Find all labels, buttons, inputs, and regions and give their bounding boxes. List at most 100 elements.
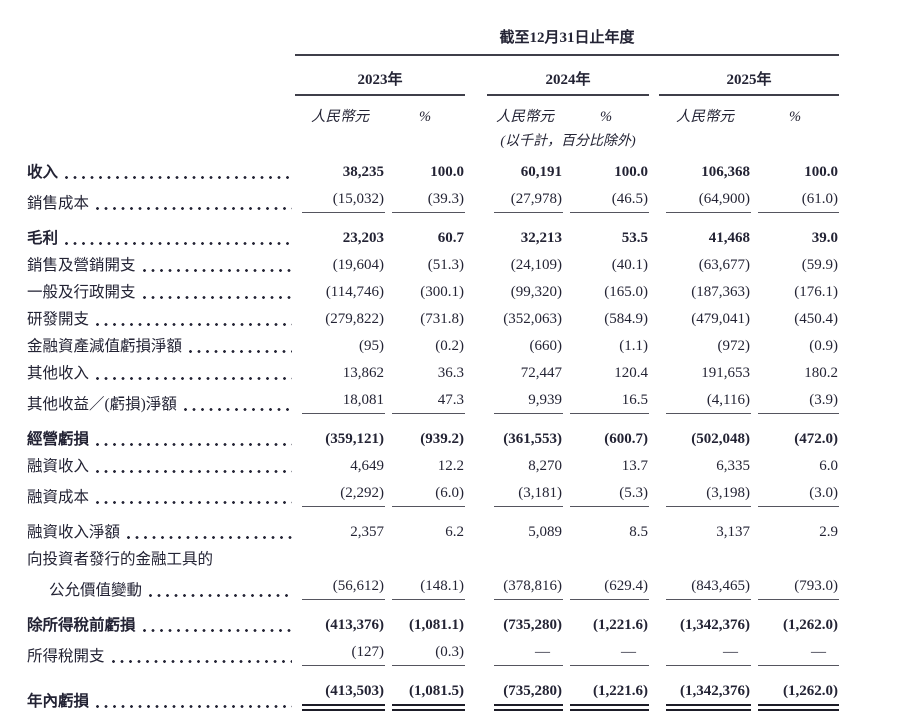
value-cell: (735,280)	[487, 603, 563, 638]
dot-leader	[183, 406, 292, 413]
value-cell: (413,376)	[295, 603, 385, 638]
value: (279,822)	[325, 311, 384, 327]
table-row: 銷售成本 (15,032) (39.3) (27,978) (46.5) (64,900)…	[27, 185, 839, 216]
percent-label: %	[418, 109, 432, 125]
value-cell: 32,213	[487, 216, 563, 251]
column-spacer	[465, 216, 487, 251]
row-label: 年內虧損	[27, 693, 90, 710]
row-label-cell: 收入	[27, 158, 295, 185]
table-row: 經營虧損 (359,121) (939.2) (361,553) (600.7) (502…	[27, 417, 839, 452]
row-label: 收入	[27, 164, 59, 181]
value: (1,342,376)	[666, 682, 751, 711]
value-cell: 53.5	[563, 216, 649, 251]
value-cell: (51.3)	[385, 251, 465, 278]
value-cell: (0.9)	[751, 332, 839, 359]
value-cell: 191,653	[659, 359, 751, 386]
column-spacer	[465, 359, 487, 386]
value: 4,649	[350, 458, 384, 474]
value: 41,468	[708, 230, 750, 246]
value: 2.9	[819, 524, 838, 540]
value: 38,235	[342, 164, 384, 180]
dot-leader	[96, 321, 292, 328]
column-label-row: 人民幣元 % 人民幣元 % 人民幣元 %	[27, 95, 839, 127]
table-row: 其他收益／(虧損)淨額 18,081 47.3 9,939 16.5 (4,116) (3.…	[27, 386, 839, 417]
value: (4,116)	[666, 391, 751, 414]
value-cell: (15,032)	[295, 185, 385, 216]
value-cell: 47.3	[385, 386, 465, 417]
value-cell: (279,822)	[295, 305, 385, 332]
dot-leader	[149, 592, 292, 599]
year-header-2024: 2024年	[487, 55, 649, 96]
value-cell: (1,221.6)	[563, 603, 649, 638]
row-label: 其他收入	[27, 365, 90, 382]
table-row: 除所得稅前虧損 (413,376) (1,081.1) (735,280) (1,221…	[27, 603, 839, 638]
row-label-cell: 所得稅開支	[27, 638, 295, 669]
column-spacer	[649, 127, 659, 158]
column-spacer	[649, 95, 659, 127]
value-cell: (0.3)	[385, 638, 465, 669]
dot-leader	[96, 441, 292, 448]
column-spacer	[465, 127, 487, 158]
value: (413,376)	[325, 617, 384, 633]
value: 5,089	[528, 524, 562, 540]
value: (361,553)	[503, 431, 562, 447]
column-spacer	[649, 669, 659, 714]
row-label-cell: 一般及行政開支	[27, 278, 295, 305]
value-cell: —	[563, 638, 649, 669]
row-label: 毛利	[27, 230, 59, 247]
value: (6.0)	[392, 484, 465, 507]
value-cell: 16.5	[563, 386, 649, 417]
dot-leader	[96, 205, 292, 212]
value: 100.0	[430, 164, 464, 180]
row-label: 研發開支	[27, 311, 90, 328]
table-row: 收入 38,235 100.0 60,191 100.0 106,368 100.0	[27, 158, 839, 185]
value-cell: —	[659, 638, 751, 669]
value: —	[570, 643, 649, 666]
value-cell: 120.4	[563, 359, 649, 386]
dot-leader	[96, 375, 292, 382]
period-title: 截至12月31日止年度	[295, 12, 839, 56]
header-spacer	[27, 12, 295, 55]
column-spacer	[465, 332, 487, 359]
value: (46.5)	[570, 190, 649, 213]
column-spacer	[465, 510, 487, 545]
value: 120.4	[614, 365, 648, 381]
value-cell: (40.1)	[563, 251, 649, 278]
value: 2,357	[350, 524, 384, 540]
table-row: 融資收入 4,649 12.2 8,270 13.7 6,335 6.0	[27, 452, 839, 479]
value: (1,262.0)	[783, 617, 838, 633]
value-cell: 38,235	[295, 158, 385, 185]
value: (1,081.5)	[392, 682, 465, 711]
column-spacer	[465, 251, 487, 278]
table-header: 截至12月31日止年度 2023年 2024年 2025年 人民幣元 % 人民幣…	[27, 12, 839, 158]
column-spacer	[465, 158, 487, 185]
value: (3.0)	[758, 484, 839, 507]
value: (5.3)	[570, 484, 649, 507]
row-label: 融資成本	[27, 489, 90, 506]
value-cell: (5.3)	[563, 479, 649, 510]
currency-label: 人民幣元	[676, 109, 734, 125]
row-label-cell: 銷售成本	[27, 185, 295, 216]
value: 180.2	[804, 365, 838, 381]
value-cell: (1,342,376)	[659, 603, 751, 638]
value: (27,978)	[494, 190, 563, 213]
value: (600.7)	[604, 431, 648, 447]
column-spacer	[649, 603, 659, 638]
value: (629.4)	[570, 577, 649, 600]
value: 6.2	[445, 524, 464, 540]
value: (2,292)	[302, 484, 385, 507]
value: 8,270	[528, 458, 562, 474]
value-cell: 36.3	[385, 359, 465, 386]
value-cell: (64,900)	[659, 185, 751, 216]
value: 72,447	[520, 365, 562, 381]
table-row: 所得稅開支 (127) (0.3) — — — —	[27, 638, 839, 669]
value: (3,181)	[494, 484, 563, 507]
value: 36.3	[437, 365, 464, 381]
value-cell: —	[487, 638, 563, 669]
row-label: 向投資者發行的金融工具的	[27, 551, 214, 568]
value-cell: (6.0)	[385, 479, 465, 510]
value: (63,677)	[698, 257, 750, 273]
table-row: 融資收入淨額 2,357 6.2 5,089 8.5 3,137 2.9	[27, 510, 839, 545]
column-spacer	[649, 452, 659, 479]
value: (378,816)	[494, 577, 563, 600]
